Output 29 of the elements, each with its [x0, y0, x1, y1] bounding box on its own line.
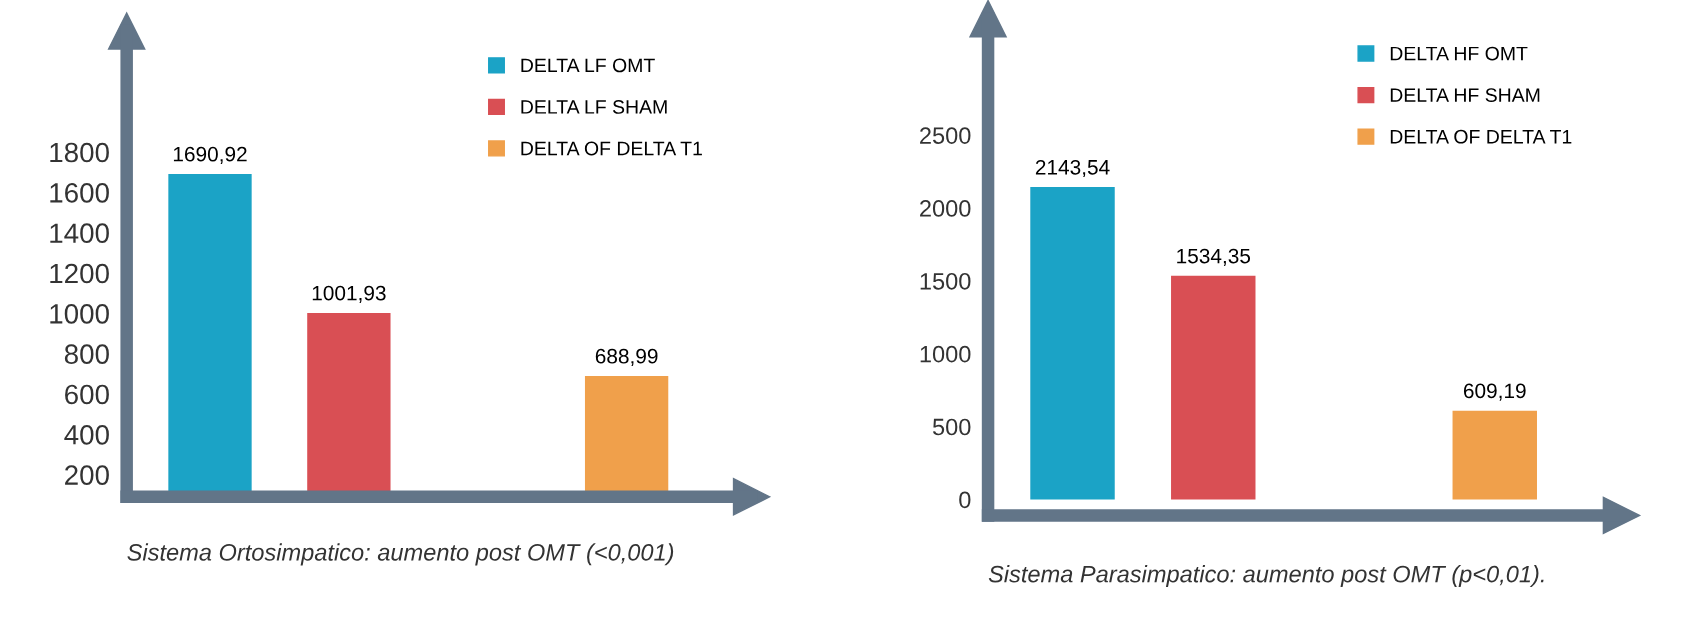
legend-label: DELTA LF SHAM	[521, 100, 667, 114]
y-tick-label: 1400	[50, 223, 109, 244]
y-tick-label: 800	[64, 344, 109, 364]
text: Sistema Parasimpatico: aumento post OMT (p<0,01).	[988, 565, 1544, 588]
y-tick-label: 1600	[50, 183, 109, 203]
y-tick-label: 600	[65, 384, 109, 405]
y-tick-label: 500	[932, 418, 971, 436]
y-tick-label: 1000	[920, 345, 971, 363]
legend-label: DELTA HF OMT	[1390, 46, 1528, 61]
y-tick-label: 1000	[50, 303, 109, 324]
legend-label: DELTA OF DELTA T1	[521, 141, 702, 156]
y-tick-label: 0	[959, 491, 971, 509]
data-label: 688,99	[595, 348, 658, 367]
y-tick-label: 2500	[920, 127, 971, 144]
y-tick-label: 200	[65, 465, 109, 485]
data-label: 2143,54	[1035, 159, 1110, 178]
data-label: 609,19	[1463, 383, 1526, 401]
data-label: 1690,92	[173, 146, 247, 165]
text: Sistema Ortosimpatico: aumento post OMT (<0,001)	[127, 543, 674, 566]
data-label: 1534,35	[1177, 248, 1251, 266]
y-tick-label: 2000	[920, 200, 971, 217]
y-tick-label: 1800	[50, 142, 109, 163]
data-label: 1001,93	[312, 285, 386, 303]
legend-label: DELTA HF SHAM	[1390, 88, 1540, 103]
y-tick-label: 400	[64, 424, 109, 445]
legend-label: DELTA OF DELTA T1	[1390, 129, 1572, 144]
legend-label: DELTA LF OMT	[521, 58, 655, 73]
y-tick-label: 1200	[50, 263, 109, 284]
y-tick-label: 1500	[920, 272, 971, 290]
